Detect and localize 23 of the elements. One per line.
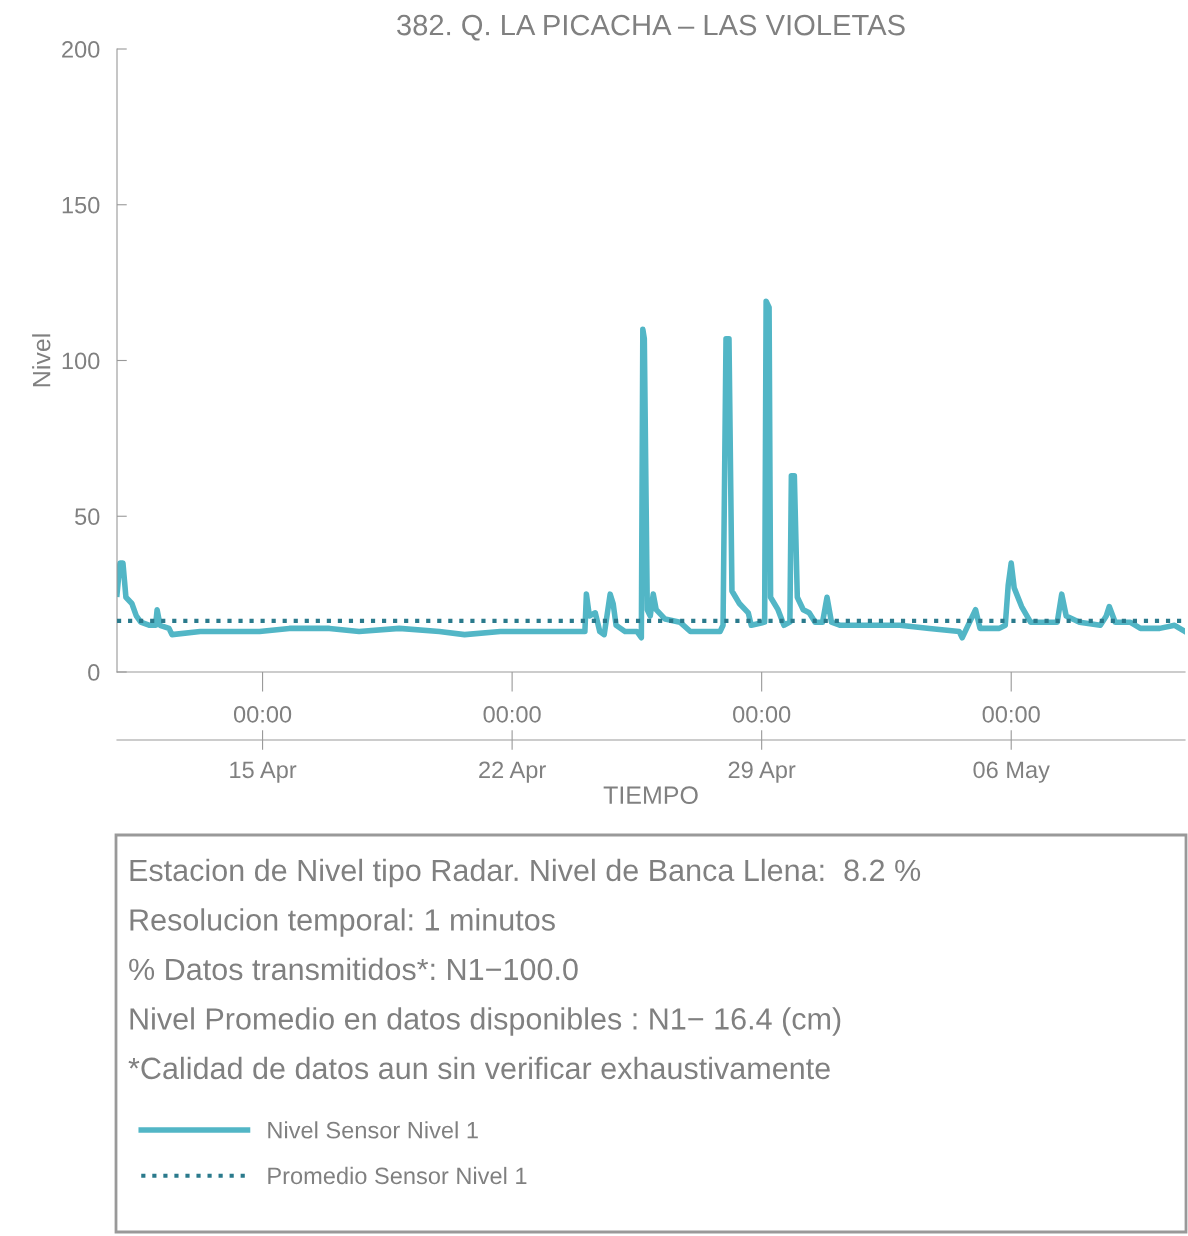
y-tick-label: 100 <box>62 352 100 370</box>
x-tick-label: 00:00 <box>233 705 292 723</box>
x2-tick-label: 06 May <box>973 761 1050 783</box>
x2-tick-label: 15 Apr <box>230 761 297 783</box>
y-tick-label: 0 <box>88 664 100 681</box>
y-tick-label: 200 <box>62 41 100 58</box>
x-axis-title: TIEMPO <box>603 786 698 804</box>
x-tick-label: 00:00 <box>733 705 791 723</box>
x-tick-label: 00:00 <box>982 705 1040 723</box>
x-tick-label: 00:00 <box>483 705 541 723</box>
legend-label: Promedio Sensor Nivel 1 <box>268 1166 527 1185</box>
y-tick-label: 150 <box>62 196 100 214</box>
x2-tick-label: 22 Apr <box>479 761 546 783</box>
x2-tick-label: 29 Apr <box>728 761 796 783</box>
legend-label: Nivel Sensor Nivel 1 <box>268 1121 478 1139</box>
y-axis-title: Nivel <box>32 334 51 387</box>
text: Estacion de Nivel tipo Radar. Nivel de Banca Llena: 8.2 % <box>130 858 921 888</box>
text: Nivel Promedio en datos disponibles : N1− 16.4 (cm) <box>130 1007 841 1036</box>
chart-title: 382. Q. LA PICACHA – LAS VIOLETAS <box>397 14 905 41</box>
text: Resolucion temporal: 1 minutos <box>130 908 555 937</box>
text: *Calidad de datos aun sin verificar exhaustivamente <box>128 1056 830 1080</box>
text: % Datos transmitidos*: N1−100.0 <box>129 957 578 981</box>
y-tick-label: 50 <box>75 508 100 526</box>
